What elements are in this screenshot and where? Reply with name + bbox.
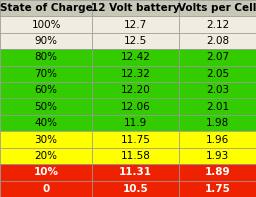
Bar — [0, 49, 92, 66]
Bar — [92, 16, 179, 33]
Bar — [179, 49, 256, 66]
Text: 10.5: 10.5 — [123, 184, 148, 194]
Text: 40%: 40% — [35, 118, 58, 128]
Text: 1.75: 1.75 — [205, 184, 231, 194]
Text: 0: 0 — [42, 184, 50, 194]
Text: 10%: 10% — [34, 167, 59, 177]
Text: 2.12: 2.12 — [206, 20, 229, 30]
Text: 12.5: 12.5 — [124, 36, 147, 46]
Text: 12.06: 12.06 — [121, 102, 151, 112]
Text: 20%: 20% — [35, 151, 58, 161]
Text: Volts per Cell: Volts per Cell — [178, 3, 256, 13]
Bar — [0, 82, 92, 98]
Text: 11.75: 11.75 — [121, 135, 151, 145]
Bar — [92, 66, 179, 82]
Bar — [179, 98, 256, 115]
Text: 11.9: 11.9 — [124, 118, 147, 128]
Bar — [179, 115, 256, 131]
Bar — [92, 115, 179, 131]
Text: 12.32: 12.32 — [121, 69, 151, 79]
Text: 50%: 50% — [35, 102, 58, 112]
Bar — [92, 82, 179, 98]
Bar — [92, 49, 179, 66]
Text: 1.96: 1.96 — [206, 135, 229, 145]
Text: 2.08: 2.08 — [206, 36, 229, 46]
Text: 2.03: 2.03 — [206, 85, 229, 95]
Text: 12 Volt battery: 12 Volt battery — [91, 3, 180, 13]
Text: 2.05: 2.05 — [206, 69, 229, 79]
Text: 1.89: 1.89 — [205, 167, 230, 177]
Text: 1.98: 1.98 — [206, 118, 229, 128]
Bar — [0, 98, 92, 115]
Bar — [179, 16, 256, 33]
Bar — [179, 33, 256, 49]
Text: 2.07: 2.07 — [206, 52, 229, 62]
Bar — [0, 66, 92, 82]
Text: 80%: 80% — [35, 52, 58, 62]
Bar — [0, 0, 92, 16]
Bar — [179, 148, 256, 164]
Bar — [0, 131, 92, 148]
Bar — [0, 115, 92, 131]
Text: State of Charge: State of Charge — [0, 3, 92, 13]
Bar — [179, 164, 256, 181]
Bar — [0, 16, 92, 33]
Text: 2.01: 2.01 — [206, 102, 229, 112]
Text: 12.20: 12.20 — [121, 85, 151, 95]
Bar — [92, 148, 179, 164]
Bar — [179, 0, 256, 16]
Text: 12.7: 12.7 — [124, 20, 147, 30]
Bar — [92, 33, 179, 49]
Text: 100%: 100% — [31, 20, 61, 30]
Text: 11.31: 11.31 — [119, 167, 152, 177]
Text: 30%: 30% — [35, 135, 58, 145]
Bar — [0, 33, 92, 49]
Text: 11.58: 11.58 — [121, 151, 151, 161]
Text: 60%: 60% — [35, 85, 58, 95]
Text: 12.42: 12.42 — [121, 52, 151, 62]
Bar — [0, 181, 92, 197]
Bar — [179, 181, 256, 197]
Bar — [179, 82, 256, 98]
Bar — [92, 0, 179, 16]
Bar — [92, 131, 179, 148]
Bar — [92, 164, 179, 181]
Bar — [92, 98, 179, 115]
Bar — [0, 148, 92, 164]
Bar — [92, 181, 179, 197]
Text: 90%: 90% — [35, 36, 58, 46]
Bar — [0, 164, 92, 181]
Text: 1.93: 1.93 — [206, 151, 229, 161]
Bar — [179, 66, 256, 82]
Bar — [179, 131, 256, 148]
Text: 70%: 70% — [35, 69, 58, 79]
